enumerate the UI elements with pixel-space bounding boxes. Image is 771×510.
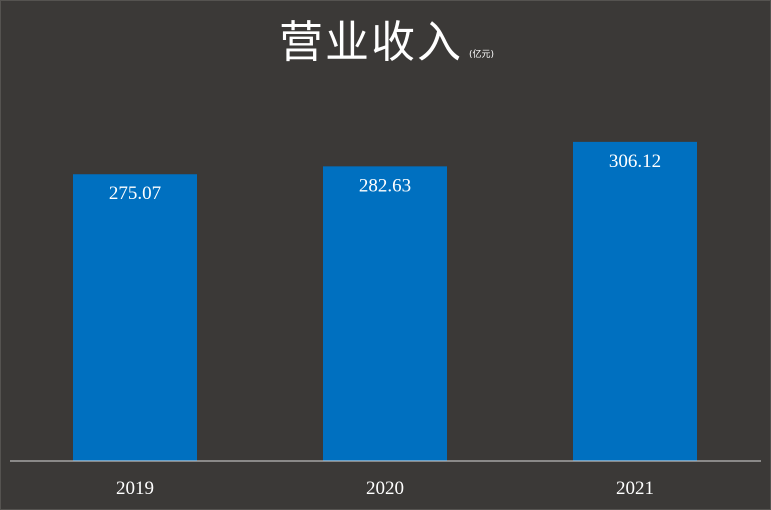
value-label-2020: 282.63 bbox=[359, 175, 411, 196]
value-label-2021: 306.12 bbox=[609, 151, 661, 172]
x-tick-label-2021: 2021 bbox=[616, 478, 654, 499]
x-tick-labels-group: 2019 2020 2021 bbox=[116, 478, 654, 499]
value-label-2019: 275.07 bbox=[109, 183, 161, 204]
bar-2019 bbox=[73, 174, 197, 461]
bar-2020 bbox=[323, 166, 447, 462]
chart-unit-label: (亿元) bbox=[468, 50, 495, 60]
chart-title: 营业收入 (亿元) bbox=[1, 21, 771, 65]
chart-title-text: 营业收入 bbox=[278, 17, 463, 68]
bars-group bbox=[73, 141, 697, 462]
x-tick-label-2019: 2019 bbox=[116, 478, 154, 499]
bar-2021 bbox=[573, 141, 697, 461]
x-tick-label-2020: 2020 bbox=[366, 478, 404, 499]
value-labels-group: 275.07 282.63 306.12 bbox=[109, 151, 661, 204]
